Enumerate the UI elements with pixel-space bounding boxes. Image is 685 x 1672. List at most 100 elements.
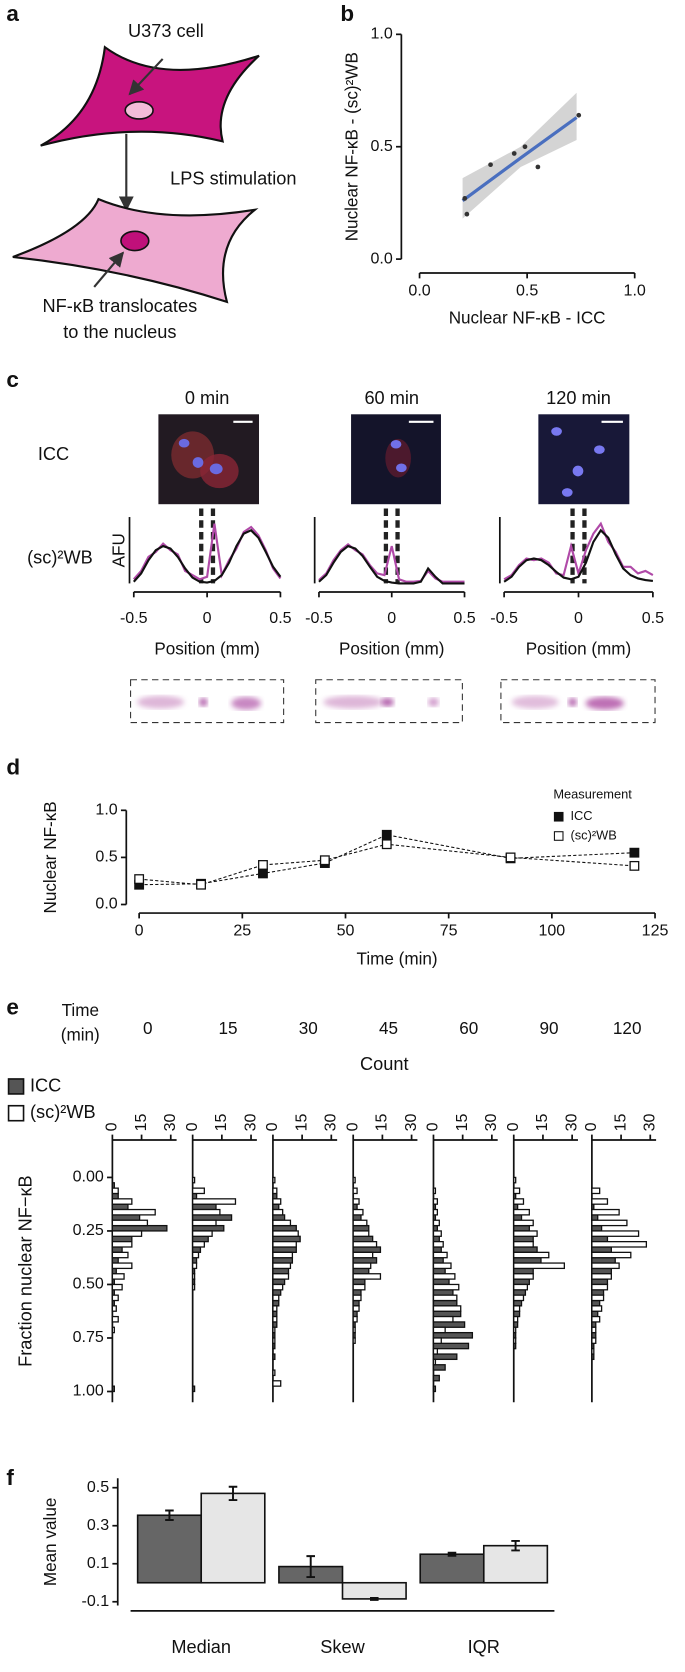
hist-bar (591, 1294, 605, 1302)
hist-bar (352, 1241, 378, 1248)
point (488, 162, 493, 168)
band (199, 697, 208, 707)
hist-bar (591, 1187, 601, 1195)
hist-bar (272, 1369, 276, 1377)
x-tick-label: 30 (640, 1113, 658, 1131)
hist-bar (591, 1331, 597, 1339)
hist-bar (111, 1198, 133, 1205)
hist-bar (272, 1283, 284, 1291)
x-tick-label: 0 (263, 1122, 281, 1131)
series-line (318, 543, 465, 583)
y-tick-label: 0.75 (73, 1328, 104, 1346)
hist-bar (192, 1246, 202, 1253)
point (511, 151, 517, 156)
hist-bar (513, 1192, 517, 1200)
x-tick-label: 15 (132, 1113, 150, 1131)
x-axis-label: Position (mm) (154, 639, 260, 658)
hist-bar (352, 1305, 360, 1312)
hist-bar (192, 1241, 205, 1248)
x-tick-label: 15 (453, 1113, 471, 1131)
bar (419, 1553, 485, 1584)
x-tick-label: 0 (424, 1122, 442, 1131)
hist-bar (272, 1192, 278, 1200)
micrographs (158, 414, 630, 505)
hist-bar (272, 1230, 299, 1237)
hist-bar (591, 1198, 609, 1205)
hist-bar (111, 1273, 125, 1280)
hist-bar (111, 1267, 117, 1275)
chart-title: 60 min (364, 388, 419, 408)
hist-bar (352, 1214, 362, 1221)
hist-bar (432, 1230, 442, 1237)
hist-bar (432, 1251, 448, 1259)
facet-header: Time (62, 1001, 99, 1020)
y-tick-label: 0.5 (95, 848, 117, 866)
error-bar (165, 1509, 174, 1521)
hist-bar (513, 1299, 523, 1307)
hist-bar (352, 1224, 370, 1232)
hist-bar (432, 1348, 439, 1355)
hist-bar (352, 1235, 374, 1243)
x-tick-label: 0 (135, 921, 144, 939)
error-bar (447, 1551, 457, 1557)
hist-bar (432, 1283, 460, 1291)
hist-bar (432, 1224, 439, 1232)
x-tick-label: 15 (212, 1113, 230, 1131)
row-label: (sc)²WB (27, 548, 93, 568)
hist-bar (432, 1358, 437, 1366)
hist-bar (432, 1262, 452, 1270)
point (522, 144, 528, 150)
band (511, 695, 559, 709)
x-tick-label: 0 (343, 1122, 361, 1131)
error-bar (511, 1539, 520, 1552)
x-tick-label: 15 (611, 1113, 629, 1131)
hist-bar (352, 1337, 356, 1344)
hist-bar (432, 1321, 466, 1328)
x-tick-label: -0.5 (305, 609, 333, 627)
band (568, 697, 577, 707)
x-tick-label: 0 (103, 1122, 121, 1131)
band (323, 695, 384, 709)
hist-bar (591, 1214, 599, 1221)
hist-bar (432, 1385, 437, 1393)
hist-bar (272, 1224, 297, 1232)
hist-bar (352, 1257, 378, 1264)
facet-title: 45 (379, 1019, 398, 1038)
hist-bar (432, 1299, 458, 1307)
hist-bar (272, 1331, 276, 1339)
hist-bar (591, 1326, 597, 1334)
hist-bar (272, 1257, 294, 1264)
hist-bar (591, 1337, 597, 1344)
hist-bar (111, 1241, 133, 1248)
x-tick-label: 0 (203, 609, 212, 627)
hist-bar (513, 1267, 534, 1275)
facet-title: 120 (613, 1019, 642, 1038)
nucleus (120, 230, 150, 252)
marker (381, 829, 392, 840)
hist-bar (192, 1385, 196, 1393)
y-tick-label: 0.1 (87, 1554, 109, 1572)
hist-bar (272, 1273, 290, 1280)
y-axis-label: AFU (109, 533, 128, 567)
hist-bar (272, 1235, 301, 1243)
hist-bar (513, 1283, 529, 1291)
hist-bar (111, 1246, 123, 1253)
hist-bar (111, 1257, 119, 1264)
x-tick-label: 0 (183, 1122, 201, 1131)
hist-bar (111, 1278, 115, 1286)
micrograph (538, 414, 630, 505)
facet-title: 90 (540, 1019, 559, 1038)
hist-bar (272, 1251, 294, 1259)
hist-bar (111, 1208, 156, 1216)
hist-bar (192, 1251, 200, 1259)
marker (629, 860, 640, 871)
x-tick-label: 15 (292, 1113, 310, 1131)
legend-label: ICC (570, 808, 592, 823)
error-bar (370, 1596, 379, 1601)
hist-bar (432, 1315, 454, 1323)
hist-bar (352, 1251, 374, 1259)
point (535, 164, 541, 170)
hist-bar (513, 1278, 530, 1286)
hist-bar (111, 1224, 168, 1232)
hist-bar (513, 1262, 565, 1270)
